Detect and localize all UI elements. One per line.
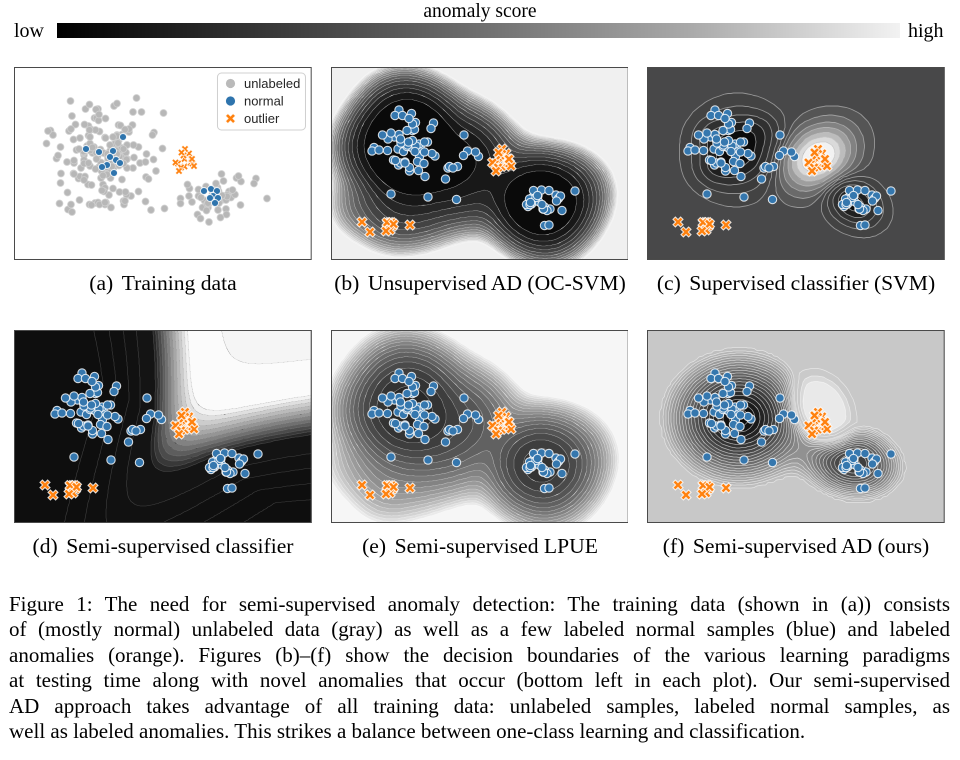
- svg-text:outlier: outlier: [244, 111, 280, 126]
- svg-text:normal: normal: [244, 94, 284, 109]
- svg-text:unlabeled: unlabeled: [244, 76, 300, 91]
